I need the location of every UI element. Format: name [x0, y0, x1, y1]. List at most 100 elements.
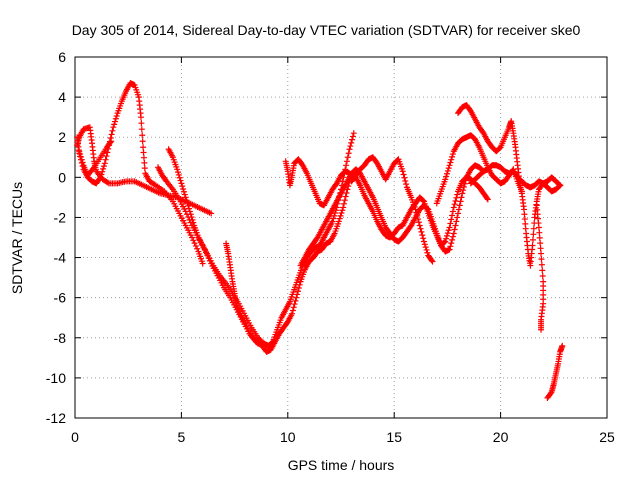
data-point [418, 228, 425, 235]
data-point [459, 190, 466, 197]
data-point [330, 215, 337, 222]
data-point [420, 235, 427, 242]
data-point [111, 121, 118, 128]
data-point [453, 218, 460, 225]
data-point [77, 153, 84, 160]
data-point [137, 114, 144, 121]
data-point [429, 258, 436, 265]
data-point [339, 207, 346, 214]
data-point [443, 232, 450, 239]
y-tick-label: 2 [58, 129, 66, 145]
data-point [141, 159, 148, 166]
data-point [449, 233, 456, 240]
series-arc1 [74, 124, 215, 217]
data-point [112, 115, 119, 122]
data-point [340, 204, 347, 211]
data-point [295, 285, 302, 292]
data-point [536, 234, 543, 241]
data-point [340, 200, 347, 207]
data-point [448, 240, 455, 247]
data-point [443, 235, 450, 242]
data-point [530, 231, 537, 238]
data-point [417, 225, 424, 232]
data-point [102, 156, 109, 163]
series-arc14 [544, 342, 566, 401]
chart-title: Day 305 of 2014, Sidereal Day-to-day VTE… [72, 22, 581, 38]
data-point [180, 185, 187, 192]
data-point [449, 208, 456, 215]
data-point [537, 240, 544, 247]
tick-labels: 0 5 10 15 20 25 -12 -10 -8 -6 -4 -2 0 2 4 6 [46, 49, 615, 445]
data-point [99, 168, 106, 175]
data-point [269, 339, 276, 346]
data-point [76, 148, 83, 155]
data-point [455, 206, 462, 213]
data-point [289, 310, 296, 317]
data-point [538, 261, 545, 268]
data-point [344, 154, 351, 161]
data-point [289, 307, 296, 314]
data-point [419, 232, 426, 239]
data-point [421, 241, 428, 248]
data-point [182, 194, 189, 201]
data-point [338, 210, 345, 217]
data-point [79, 159, 86, 166]
data-point [345, 150, 352, 157]
data-point [414, 212, 421, 219]
data-point [108, 131, 115, 138]
x-tick-label: 0 [71, 429, 79, 445]
x-axis-label: GPS time / hours [288, 457, 395, 473]
data-point [140, 154, 147, 161]
series-arc3 [76, 138, 115, 179]
data-point [110, 124, 117, 131]
data-point [484, 196, 491, 203]
data-point [538, 250, 545, 257]
data-point [442, 238, 449, 245]
data-point [422, 244, 429, 251]
data-point [413, 209, 420, 216]
data-points [74, 80, 566, 401]
data-point [441, 239, 448, 246]
data-point [446, 246, 453, 253]
data-point [462, 177, 469, 184]
data-point [445, 227, 452, 234]
data-point [402, 177, 409, 184]
series-arc6 [223, 240, 262, 347]
data-point [103, 153, 110, 160]
data-point [181, 191, 188, 198]
data-point [139, 132, 146, 139]
data-point [189, 234, 196, 241]
data-point [192, 242, 199, 249]
data-point [343, 158, 350, 165]
y-tick-label: -8 [54, 330, 67, 346]
series-arc13 [533, 202, 547, 333]
data-point [450, 230, 457, 237]
data-point [547, 390, 554, 397]
data-point [186, 205, 193, 212]
data-point [529, 236, 536, 243]
data-point [208, 210, 215, 217]
data-point [104, 179, 111, 186]
data-point [190, 219, 197, 226]
data-point [291, 301, 298, 308]
data-point [442, 176, 449, 183]
y-tick-label: -12 [46, 410, 66, 426]
data-point [412, 206, 419, 213]
series-arc12 [467, 162, 564, 191]
data-point [428, 257, 435, 264]
data-point [348, 139, 355, 146]
data-point [199, 260, 206, 267]
data-point [455, 210, 462, 217]
data-point [536, 229, 543, 236]
data-point [416, 222, 423, 229]
data-point [346, 146, 353, 153]
data-point [101, 160, 108, 167]
data-point [292, 297, 299, 304]
x-tick-label: 10 [280, 429, 296, 445]
data-point [113, 112, 120, 119]
data-point [457, 198, 464, 205]
data-point [449, 212, 456, 219]
data-point [141, 165, 148, 172]
data-point [179, 183, 186, 190]
